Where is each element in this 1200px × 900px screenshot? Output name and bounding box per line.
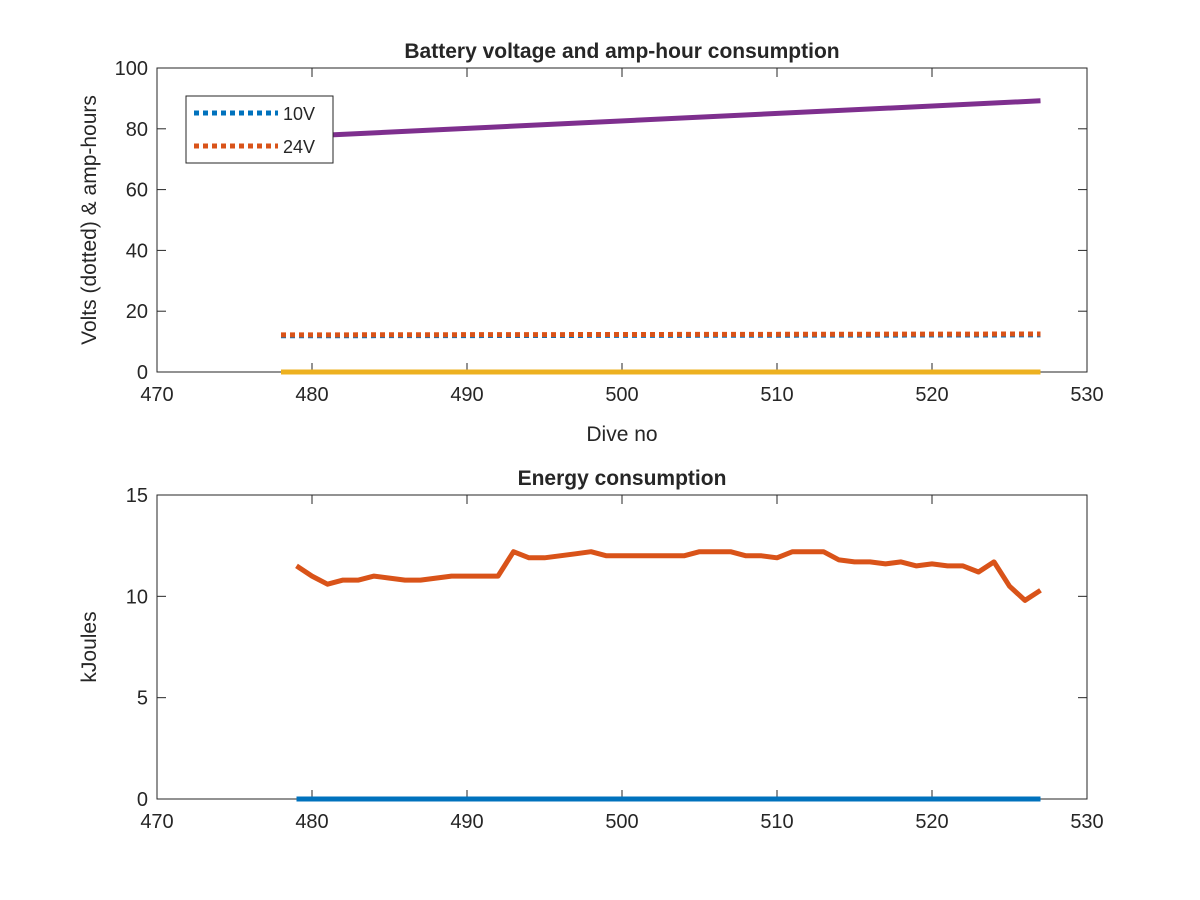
voltage-x-tick-label: 480 bbox=[295, 384, 328, 406]
energy-y-tick-label: 15 bbox=[126, 485, 148, 507]
energy-y-axis-label: kJoules bbox=[78, 611, 101, 682]
voltage-y-axis-label: Volts (dotted) & amp-hours bbox=[78, 95, 101, 345]
voltage-x-tick-label: 510 bbox=[760, 384, 793, 406]
voltage-chart-title: Battery voltage and amp-hour consumption bbox=[404, 40, 839, 63]
energy-x-tick-label: 470 bbox=[140, 811, 173, 833]
energy-chart-title: Energy consumption bbox=[518, 467, 727, 490]
voltage-x-tick-label: 520 bbox=[915, 384, 948, 406]
energy-x-tick-label: 510 bbox=[760, 811, 793, 833]
voltage-y-tick-label: 60 bbox=[126, 180, 148, 202]
voltage-series-4-line bbox=[280, 98, 1041, 140]
legend-box bbox=[185, 95, 334, 164]
voltage-x-tick-label: 470 bbox=[140, 384, 173, 406]
voltage-legend: 10V 24V bbox=[185, 95, 334, 164]
voltage-x-tick-label: 490 bbox=[450, 384, 483, 406]
voltage-amp-hour-axes: 470 480 490 500 510 520 530 0 20 40 60 80 100 Battery… bbox=[78, 40, 1104, 446]
energy-y-tick-label: 5 bbox=[137, 688, 148, 710]
legend-label-10v: 10V bbox=[283, 104, 315, 124]
voltage-x-axis-label: Dive no bbox=[586, 423, 657, 446]
legend-label-24v: 24V bbox=[283, 137, 315, 157]
energy-plot-area bbox=[156, 494, 1088, 800]
energy-x-tick-label: 500 bbox=[605, 811, 638, 833]
voltage-series-group bbox=[280, 98, 1041, 375]
voltage-x-tick-label: 530 bbox=[1070, 384, 1103, 406]
voltage-y-tick-label: 40 bbox=[126, 240, 148, 262]
energy-series-2-line bbox=[295, 549, 1042, 603]
voltage-x-tick-label: 500 bbox=[605, 384, 638, 406]
series-24v-line bbox=[280, 331, 1041, 338]
energy-x-tick-label: 480 bbox=[295, 811, 328, 833]
voltage-y-tick-label: 100 bbox=[115, 58, 148, 80]
voltage-y-tick-label: 80 bbox=[126, 119, 148, 141]
voltage-y-tick-label: 20 bbox=[126, 301, 148, 323]
energy-x-tick-label: 520 bbox=[915, 811, 948, 833]
energy-y-tick-label: 10 bbox=[126, 586, 148, 608]
energy-x-tick-label: 490 bbox=[450, 811, 483, 833]
energy-y-tick-label: 0 bbox=[137, 789, 148, 811]
voltage-y-tick-label: 0 bbox=[137, 362, 148, 384]
energy-x-tick-label: 530 bbox=[1070, 811, 1103, 833]
energy-series-group bbox=[295, 549, 1042, 802]
